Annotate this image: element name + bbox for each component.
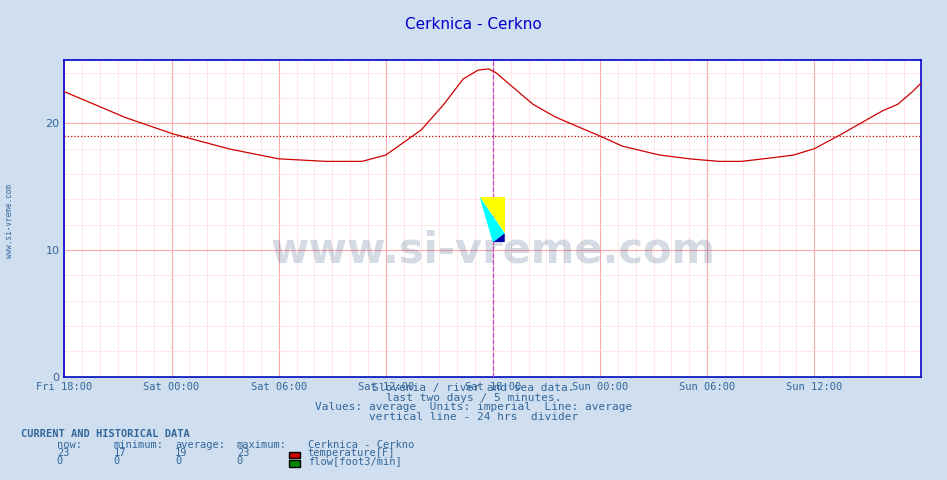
Text: 0: 0	[237, 456, 243, 466]
Text: 0: 0	[114, 456, 120, 466]
Text: 0: 0	[175, 456, 182, 466]
Text: 17: 17	[114, 448, 126, 458]
Text: minimum:: minimum:	[114, 440, 164, 450]
Text: flow[foot3/min]: flow[foot3/min]	[308, 456, 402, 466]
Text: average:: average:	[175, 440, 225, 450]
Text: 23: 23	[57, 448, 69, 458]
Text: Values: average  Units: imperial  Line: average: Values: average Units: imperial Line: av…	[314, 402, 633, 412]
Polygon shape	[492, 233, 505, 242]
Text: Cerknica - Cerkno: Cerknica - Cerkno	[405, 17, 542, 32]
Text: maximum:: maximum:	[237, 440, 287, 450]
Text: CURRENT AND HISTORICAL DATA: CURRENT AND HISTORICAL DATA	[21, 429, 189, 439]
Text: Cerknica - Cerkno: Cerknica - Cerkno	[308, 440, 414, 450]
Text: vertical line - 24 hrs  divider: vertical line - 24 hrs divider	[369, 412, 578, 422]
Text: 19: 19	[175, 448, 188, 458]
Polygon shape	[479, 197, 505, 233]
Text: temperature[F]: temperature[F]	[308, 448, 395, 458]
Text: now:: now:	[57, 440, 81, 450]
Text: 23: 23	[237, 448, 249, 458]
Polygon shape	[479, 197, 505, 242]
Text: www.si-vreme.com: www.si-vreme.com	[271, 229, 715, 271]
Text: 0: 0	[57, 456, 63, 466]
Text: Slovenia / river and sea data.: Slovenia / river and sea data.	[372, 383, 575, 393]
Text: www.si-vreme.com: www.si-vreme.com	[5, 184, 14, 258]
Text: last two days / 5 minutes.: last two days / 5 minutes.	[385, 393, 562, 403]
